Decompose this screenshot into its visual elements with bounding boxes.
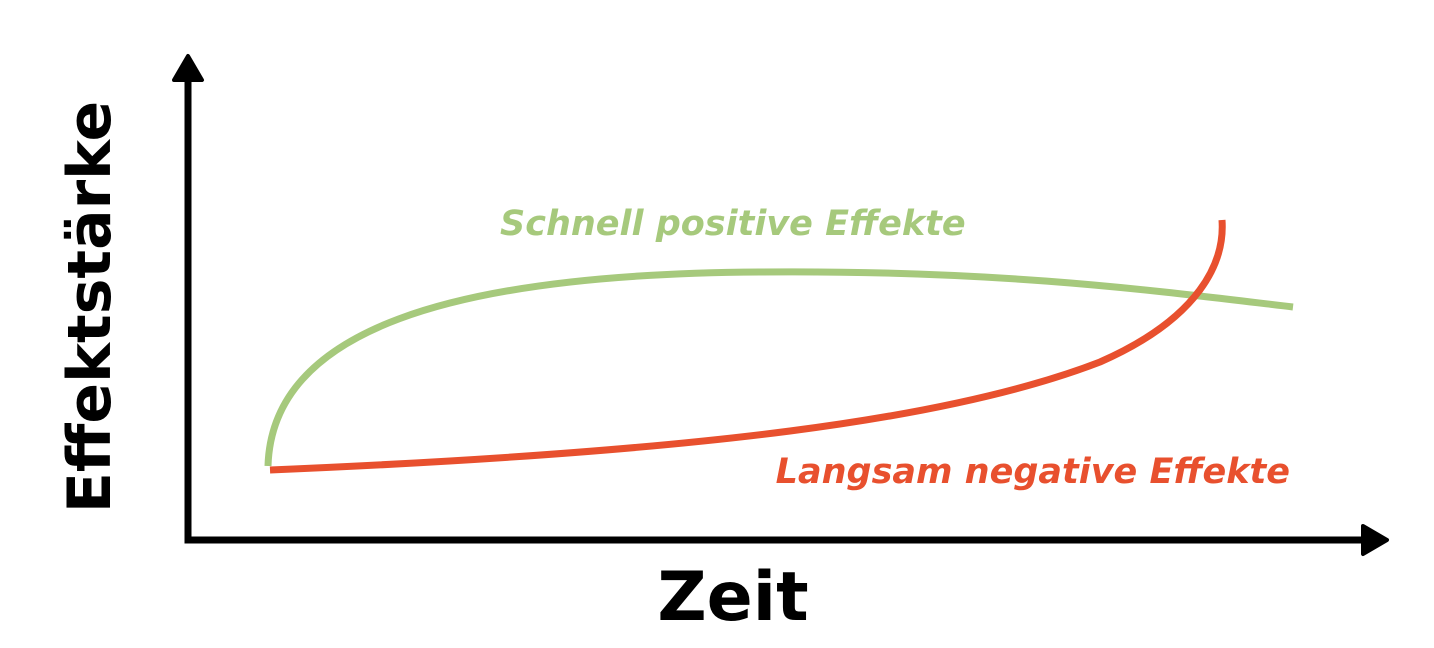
curve-label: Langsam negative Effekte — [776, 452, 1290, 492]
y-axis-title: Effektstärke — [55, 101, 125, 513]
negative-curve — [269, 219, 1226, 474]
positive-curve — [264, 268, 1294, 467]
x-axis-title: Zeit — [657, 558, 808, 637]
x-arrow — [1361, 524, 1389, 556]
axes — [184, 75, 1370, 544]
y-arrow — [172, 54, 204, 82]
curve-label: Schnell positive Effekte — [500, 204, 966, 244]
